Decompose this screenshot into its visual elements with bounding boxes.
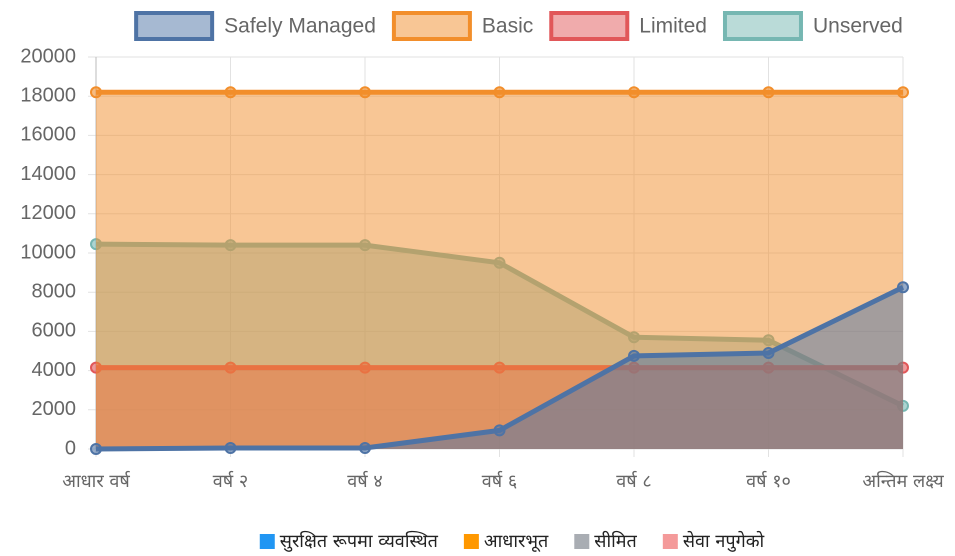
footer-legend-swatch bbox=[259, 534, 275, 549]
point bbox=[90, 86, 102, 99]
legend-item: Limited bbox=[549, 11, 707, 41]
x-tick-label: वर्ष २ bbox=[213, 470, 249, 492]
y-tick-label: 14000 bbox=[20, 163, 76, 185]
area bbox=[96, 287, 903, 449]
y-tick-label: 16000 bbox=[20, 124, 76, 146]
footer-legend-label: सेवा नपुगेको bbox=[683, 530, 765, 552]
x-tick-label: वर्ष ४ bbox=[347, 470, 383, 492]
footer-legend-item: सीमित bbox=[574, 530, 638, 552]
x-tick-label: वर्ष ६ bbox=[482, 470, 518, 492]
legend-swatch bbox=[722, 11, 803, 41]
footer-legend-label: सीमित bbox=[594, 530, 637, 552]
y-tick-label: 10000 bbox=[20, 241, 76, 263]
footer-legend-item: सुरक्षित रूपमा व्यवस्थित bbox=[259, 530, 439, 552]
y-tick-label: 4000 bbox=[32, 359, 77, 381]
legend-item: Unserved bbox=[722, 11, 903, 41]
legend-item: Safely Managed bbox=[134, 11, 376, 41]
y-tick-label: 2000 bbox=[32, 398, 77, 420]
point bbox=[359, 442, 371, 455]
footer-legend-swatch bbox=[463, 534, 479, 549]
point bbox=[224, 86, 237, 99]
footer-legend-item: आधारभूत bbox=[463, 531, 549, 552]
y-tick-label: 6000 bbox=[32, 320, 77, 342]
point bbox=[762, 346, 775, 359]
y-tick-label: 12000 bbox=[20, 202, 76, 224]
point bbox=[90, 443, 102, 455]
y-tick-label: 20000 bbox=[20, 45, 76, 67]
point bbox=[493, 86, 506, 99]
x-tick-label: वर्ष १० bbox=[746, 470, 791, 492]
legend-swatch bbox=[391, 11, 472, 41]
point bbox=[628, 86, 640, 99]
point bbox=[762, 86, 775, 99]
y-tick-label: 8000 bbox=[32, 280, 77, 302]
legend-label: Limited bbox=[639, 15, 707, 38]
footer-legend-item: सेवा नपुगेको bbox=[662, 530, 765, 552]
legend-label: Basic bbox=[482, 15, 533, 38]
point bbox=[224, 442, 237, 455]
x-tick-label: वर्ष ८ bbox=[616, 470, 652, 492]
point bbox=[628, 349, 640, 362]
legend-swatch bbox=[549, 11, 630, 41]
y-tick-label: 18000 bbox=[20, 84, 76, 106]
footer-legend-swatch bbox=[662, 534, 678, 549]
legend-label: Unserved bbox=[813, 15, 903, 38]
footer-legend-label: आधारभूत bbox=[484, 531, 549, 552]
legend-label: Safely Managed bbox=[224, 15, 376, 38]
point bbox=[493, 424, 506, 437]
legend-item: Basic bbox=[391, 11, 533, 41]
x-tick-label: अन्तिम लक्ष्य bbox=[862, 470, 944, 492]
x-tick-label: आधार वर्ष bbox=[62, 470, 131, 492]
point bbox=[897, 86, 909, 99]
point bbox=[897, 281, 909, 294]
footer-legend-label: सुरक्षित रूपमा व्यवस्थित bbox=[280, 530, 439, 552]
legend-swatch bbox=[134, 11, 215, 41]
footer-legend-swatch bbox=[574, 534, 590, 549]
y-tick-label: 0 bbox=[65, 437, 76, 459]
point bbox=[359, 86, 371, 99]
